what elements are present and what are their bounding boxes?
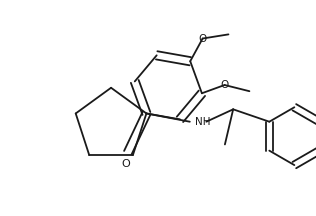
Text: O: O <box>121 159 130 169</box>
Text: O: O <box>221 80 229 90</box>
Text: NH: NH <box>195 117 210 127</box>
Text: O: O <box>198 33 207 43</box>
